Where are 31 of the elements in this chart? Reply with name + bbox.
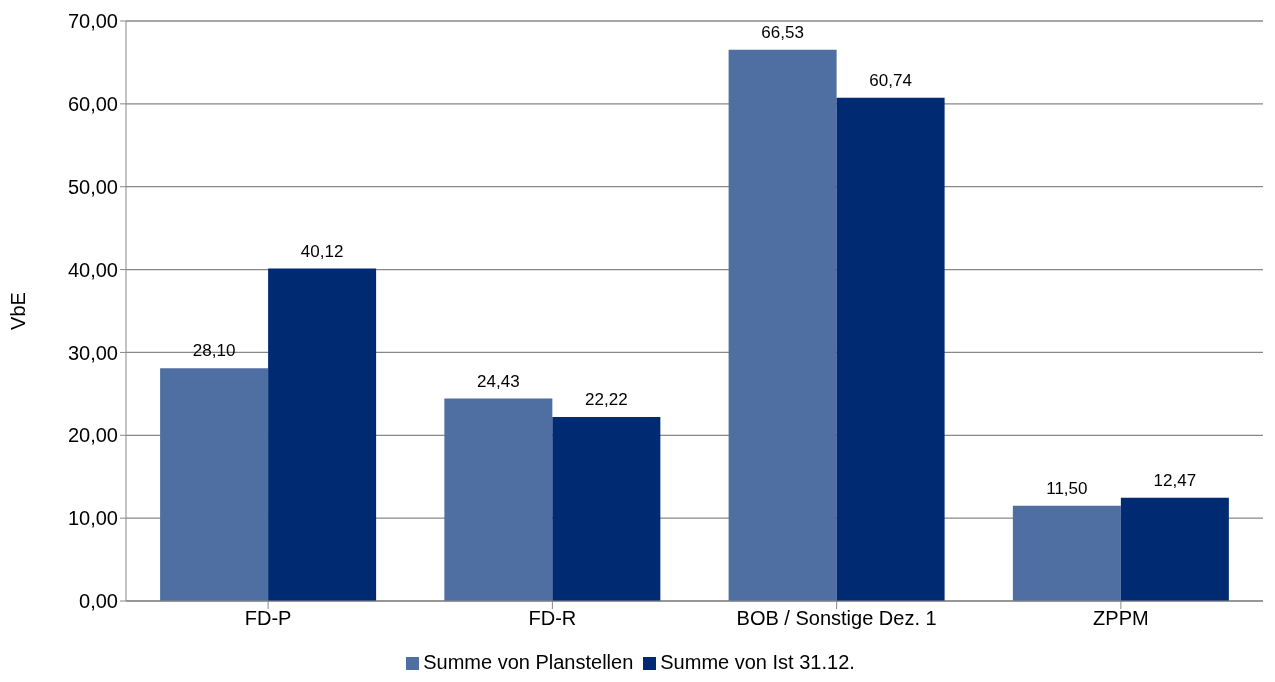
bar	[728, 49, 837, 601]
y-tick-label: 30,00	[67, 341, 118, 364]
x-tick-label: ZPPM	[1093, 607, 1149, 630]
y-tick-label: 50,00	[67, 175, 118, 198]
data-label: 11,50	[1046, 478, 1088, 498]
y-tick-label: 20,00	[67, 424, 118, 447]
bar	[1120, 497, 1229, 601]
data-label: 28,10	[192, 341, 236, 361]
bar	[1012, 505, 1121, 601]
x-tick-label: FD-R	[528, 607, 577, 630]
data-label: 24,43	[477, 371, 520, 391]
y-tick-label: 10,00	[67, 507, 118, 530]
legend-label: Summe von Planstellen	[423, 651, 634, 673]
data-label: 40,12	[300, 241, 344, 261]
data-label: 22,22	[585, 389, 628, 409]
x-tick-label: FD-P	[244, 607, 292, 630]
data-label: 66,53	[761, 22, 804, 42]
data-label: 60,74	[869, 70, 912, 90]
bar	[160, 368, 269, 601]
legend-label: Summe von Ist 31.12.	[660, 651, 855, 673]
y-tick-label: 70,00	[67, 10, 118, 33]
y-axis-title: VbE	[7, 292, 30, 330]
x-tick-label: BOB / Sonstige Dez. 1	[736, 607, 937, 630]
bar	[552, 416, 661, 601]
y-tick-label: 60,00	[67, 92, 118, 115]
y-tick-label: 40,00	[67, 258, 118, 281]
bar	[836, 97, 945, 601]
bar	[268, 268, 377, 601]
data-label: 12,47	[1153, 470, 1197, 490]
y-tick-label: 0,00	[79, 590, 118, 613]
bar	[444, 398, 553, 601]
